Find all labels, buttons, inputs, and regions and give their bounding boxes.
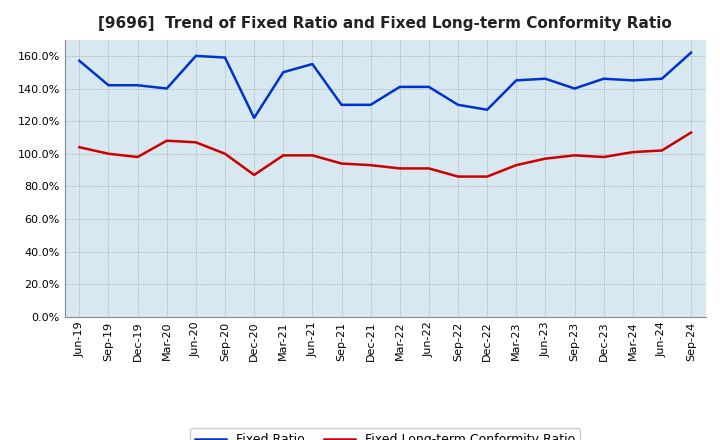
Fixed Long-term Conformity Ratio — [279, 153, 287, 158]
Fixed Long-term Conformity Ratio — [541, 156, 550, 161]
Fixed Long-term Conformity Ratio — [133, 154, 142, 160]
Fixed Long-term Conformity Ratio — [570, 153, 579, 158]
Fixed Long-term Conformity Ratio — [250, 172, 258, 178]
Fixed Ratio — [133, 83, 142, 88]
Fixed Ratio — [541, 76, 550, 81]
Fixed Ratio — [657, 76, 666, 81]
Fixed Ratio — [366, 102, 375, 107]
Fixed Ratio — [279, 70, 287, 75]
Fixed Ratio — [308, 62, 317, 67]
Fixed Long-term Conformity Ratio — [163, 138, 171, 143]
Line: Fixed Ratio: Fixed Ratio — [79, 53, 691, 118]
Fixed Long-term Conformity Ratio — [599, 154, 608, 160]
Fixed Ratio — [454, 102, 462, 107]
Fixed Ratio — [337, 102, 346, 107]
Fixed Long-term Conformity Ratio — [687, 130, 696, 135]
Fixed Long-term Conformity Ratio — [425, 166, 433, 171]
Fixed Long-term Conformity Ratio — [657, 148, 666, 153]
Fixed Ratio — [250, 115, 258, 121]
Title: [9696]  Trend of Fixed Ratio and Fixed Long-term Conformity Ratio: [9696] Trend of Fixed Ratio and Fixed Lo… — [99, 16, 672, 32]
Fixed Long-term Conformity Ratio — [104, 151, 113, 156]
Fixed Ratio — [512, 78, 521, 83]
Fixed Long-term Conformity Ratio — [220, 151, 229, 156]
Fixed Ratio — [599, 76, 608, 81]
Fixed Ratio — [395, 84, 404, 89]
Fixed Long-term Conformity Ratio — [337, 161, 346, 166]
Legend: Fixed Ratio, Fixed Long-term Conformity Ratio: Fixed Ratio, Fixed Long-term Conformity … — [190, 429, 580, 440]
Line: Fixed Long-term Conformity Ratio: Fixed Long-term Conformity Ratio — [79, 132, 691, 176]
Fixed Ratio — [220, 55, 229, 60]
Fixed Long-term Conformity Ratio — [366, 162, 375, 168]
Fixed Ratio — [104, 83, 113, 88]
Fixed Long-term Conformity Ratio — [629, 150, 637, 155]
Fixed Long-term Conformity Ratio — [308, 153, 317, 158]
Fixed Ratio — [570, 86, 579, 91]
Fixed Long-term Conformity Ratio — [454, 174, 462, 179]
Fixed Long-term Conformity Ratio — [192, 139, 200, 145]
Fixed Ratio — [75, 58, 84, 63]
Fixed Ratio — [425, 84, 433, 89]
Fixed Ratio — [163, 86, 171, 91]
Fixed Long-term Conformity Ratio — [395, 166, 404, 171]
Fixed Ratio — [629, 78, 637, 83]
Fixed Long-term Conformity Ratio — [75, 145, 84, 150]
Fixed Long-term Conformity Ratio — [512, 162, 521, 168]
Fixed Ratio — [483, 107, 492, 112]
Fixed Ratio — [192, 53, 200, 59]
Fixed Long-term Conformity Ratio — [483, 174, 492, 179]
Fixed Ratio — [687, 50, 696, 55]
